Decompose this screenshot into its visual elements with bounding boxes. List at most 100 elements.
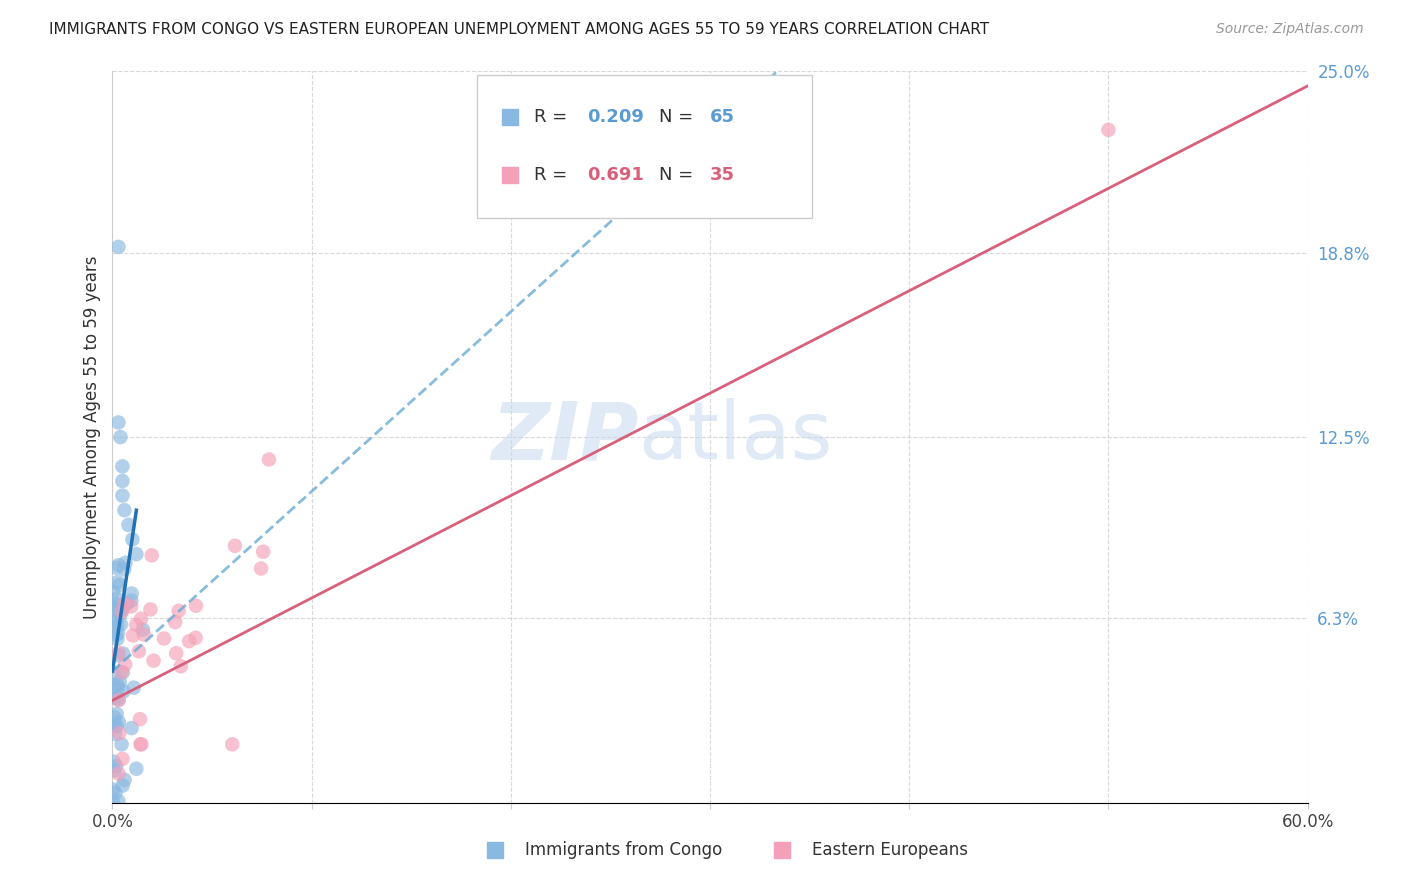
- Point: [125, 547, 148, 561]
- Point: [114, 503, 135, 517]
- Point: [111, 474, 134, 488]
- Point: [105, 691, 128, 706]
- Point: [110, 737, 132, 751]
- Point: [121, 586, 143, 600]
- Point: [101, 796, 124, 810]
- Point: [122, 681, 145, 695]
- Point: [101, 584, 124, 599]
- Point: [115, 597, 138, 611]
- Text: R =: R =: [534, 166, 568, 185]
- Point: [107, 575, 129, 590]
- Point: [105, 602, 128, 616]
- Point: [107, 646, 129, 660]
- Point: [224, 539, 246, 553]
- Text: 65: 65: [710, 109, 735, 127]
- Point: [112, 562, 135, 576]
- Point: [103, 710, 125, 724]
- Point: [107, 558, 129, 573]
- Point: [252, 545, 274, 559]
- Point: [170, 659, 193, 673]
- Text: Immigrants from Congo: Immigrants from Congo: [524, 841, 723, 859]
- Point: [153, 632, 176, 646]
- Point: [139, 602, 162, 616]
- Point: [111, 665, 134, 680]
- Point: [103, 690, 125, 704]
- Point: [105, 719, 128, 733]
- Point: [104, 786, 127, 800]
- Text: N =: N =: [658, 166, 693, 185]
- Point: [105, 561, 128, 575]
- Point: [104, 598, 127, 612]
- Point: [111, 459, 134, 474]
- Point: [120, 599, 142, 614]
- Point: [101, 611, 124, 625]
- Point: [1097, 123, 1119, 137]
- Point: [110, 430, 132, 444]
- Point: [107, 240, 129, 254]
- Text: 35: 35: [710, 166, 735, 185]
- Point: [129, 712, 152, 726]
- Point: [108, 578, 131, 592]
- Point: [122, 628, 145, 642]
- Point: [120, 593, 142, 607]
- Point: [131, 737, 153, 751]
- Point: [107, 598, 129, 612]
- Point: [112, 647, 135, 661]
- Point: [257, 452, 280, 467]
- Point: [107, 794, 129, 808]
- Point: [114, 772, 136, 787]
- Point: [105, 759, 128, 773]
- Point: [114, 596, 136, 610]
- Point: [111, 752, 134, 766]
- Point: [184, 599, 207, 613]
- Point: [110, 607, 132, 621]
- Point: [111, 605, 134, 619]
- Point: [111, 665, 134, 680]
- Point: [103, 763, 125, 777]
- Point: [167, 604, 190, 618]
- Point: [110, 617, 132, 632]
- FancyBboxPatch shape: [477, 75, 811, 218]
- Text: N =: N =: [658, 109, 693, 127]
- Point: [114, 657, 136, 672]
- Point: [129, 737, 152, 751]
- Point: [107, 693, 129, 707]
- Point: [221, 737, 243, 751]
- Point: [107, 416, 129, 430]
- Point: [110, 603, 132, 617]
- Point: [132, 623, 155, 637]
- Point: [132, 627, 155, 641]
- Point: [105, 706, 128, 721]
- Point: [105, 615, 128, 629]
- Point: [103, 755, 125, 769]
- Point: [105, 677, 128, 691]
- Point: [104, 678, 127, 692]
- Point: [108, 726, 131, 740]
- Point: [107, 681, 129, 696]
- Point: [125, 762, 148, 776]
- Point: [104, 727, 127, 741]
- Point: [111, 489, 134, 503]
- Text: Source: ZipAtlas.com: Source: ZipAtlas.com: [1216, 22, 1364, 37]
- Point: [128, 644, 150, 658]
- Text: IMMIGRANTS FROM CONGO VS EASTERN EUROPEAN UNEMPLOYMENT AMONG AGES 55 TO 59 YEARS: IMMIGRANTS FROM CONGO VS EASTERN EUROPEA…: [49, 22, 990, 37]
- Point: [165, 646, 187, 660]
- Point: [121, 721, 143, 735]
- Point: [105, 628, 128, 642]
- Y-axis label: Unemployment Among Ages 55 to 59 years: Unemployment Among Ages 55 to 59 years: [83, 255, 101, 619]
- Text: atlas: atlas: [638, 398, 832, 476]
- Point: [107, 648, 129, 663]
- Point: [117, 517, 139, 532]
- Point: [179, 634, 201, 648]
- Point: [104, 719, 127, 733]
- Point: [105, 591, 128, 606]
- Point: [125, 617, 148, 632]
- Point: [121, 533, 143, 547]
- Point: [107, 692, 129, 706]
- Text: Eastern Europeans: Eastern Europeans: [811, 841, 967, 859]
- Text: 0.209: 0.209: [586, 109, 644, 127]
- Point: [142, 654, 165, 668]
- Text: R =: R =: [534, 109, 568, 127]
- Point: [105, 632, 128, 646]
- Point: [111, 779, 134, 793]
